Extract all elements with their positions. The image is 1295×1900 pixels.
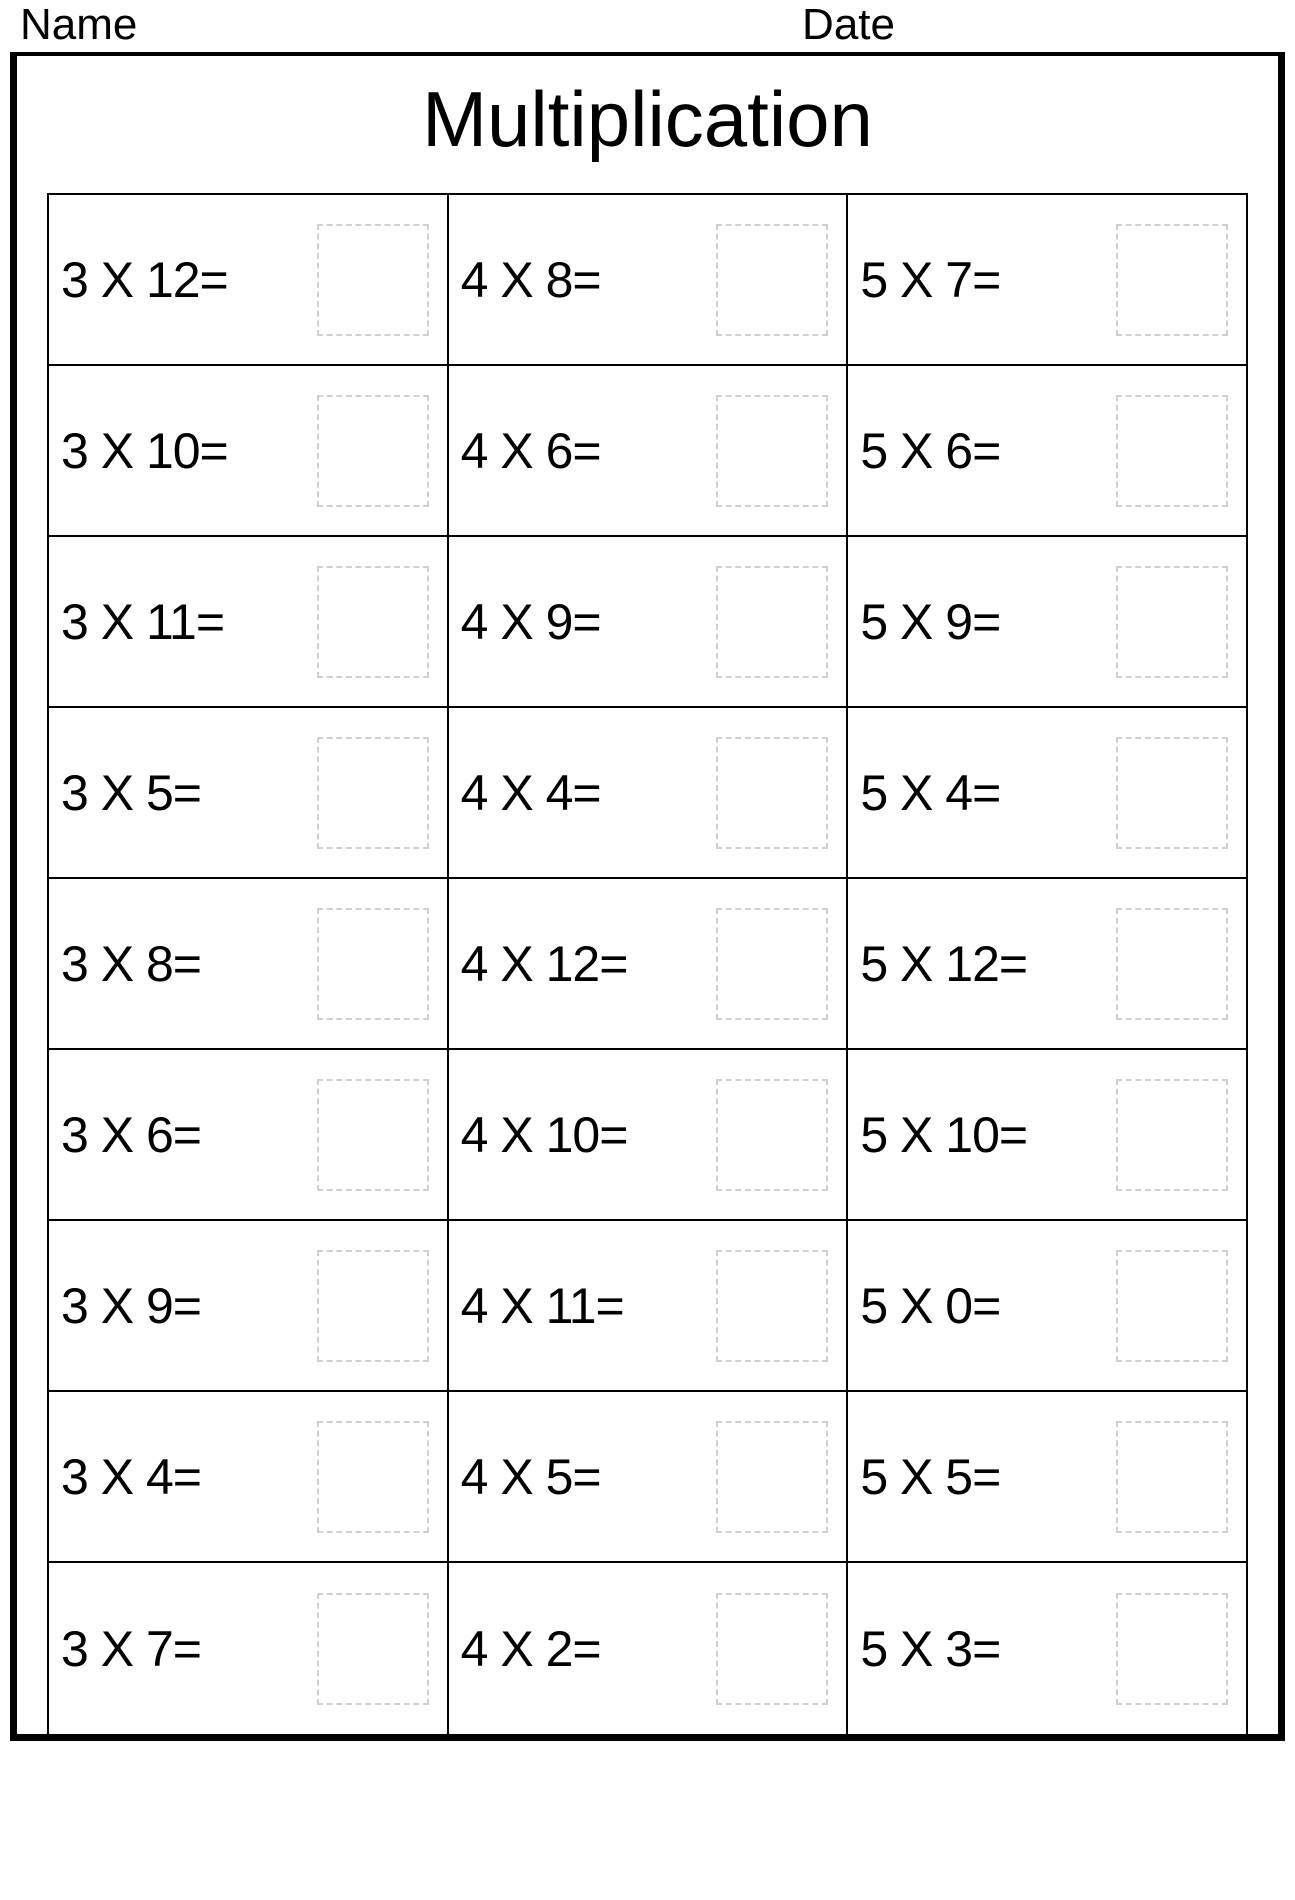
problem-cell: 5 X 9= (848, 537, 1248, 708)
answer-box[interactable] (716, 1593, 828, 1705)
problem-cell: 4 X 6= (449, 366, 849, 537)
answer-box[interactable] (1116, 566, 1228, 678)
problem-cell: 5 X 12= (848, 879, 1248, 1050)
answer-box[interactable] (1116, 737, 1228, 849)
problem-text: 5 X 3= (860, 1620, 1000, 1678)
problem-text: 4 X 11= (461, 1277, 624, 1335)
problem-text: 5 X 4= (860, 764, 1000, 822)
answer-box[interactable] (1116, 1593, 1228, 1705)
problem-text: 4 X 9= (461, 593, 601, 651)
answer-box[interactable] (317, 1079, 429, 1191)
problem-text: 4 X 4= (461, 764, 601, 822)
problem-text: 5 X 10= (860, 1106, 1027, 1164)
problem-cell: 5 X 4= (848, 708, 1248, 879)
problem-cell: 3 X 7= (49, 1563, 449, 1734)
answer-box[interactable] (317, 908, 429, 1020)
problem-text: 3 X 8= (61, 935, 201, 993)
worksheet-title: Multiplication (47, 74, 1248, 165)
answer-box[interactable] (317, 1421, 429, 1533)
problem-text: 4 X 6= (461, 422, 601, 480)
problem-text: 3 X 5= (61, 764, 201, 822)
answer-box[interactable] (317, 566, 429, 678)
problem-cell: 4 X 10= (449, 1050, 849, 1221)
answer-box[interactable] (317, 224, 429, 336)
answer-box[interactable] (1116, 1421, 1228, 1533)
answer-box[interactable] (716, 1421, 828, 1533)
problem-cell: 5 X 5= (848, 1392, 1248, 1563)
problem-cell: 5 X 0= (848, 1221, 1248, 1392)
date-label: Date (802, 0, 1275, 50)
answer-box[interactable] (716, 1079, 828, 1191)
problem-cell: 4 X 5= (449, 1392, 849, 1563)
problem-cell: 4 X 8= (449, 195, 849, 366)
problem-text: 5 X 9= (860, 593, 1000, 651)
problem-cell: 3 X 4= (49, 1392, 449, 1563)
problem-text: 5 X 12= (860, 935, 1027, 993)
problem-text: 4 X 2= (461, 1620, 601, 1678)
problem-text: 5 X 0= (860, 1277, 1000, 1335)
problem-text: 4 X 10= (461, 1106, 628, 1164)
problem-cell: 5 X 3= (848, 1563, 1248, 1734)
answer-box[interactable] (1116, 1079, 1228, 1191)
problem-text: 3 X 11= (61, 593, 224, 651)
problem-cell: 3 X 9= (49, 1221, 449, 1392)
problem-cell: 3 X 6= (49, 1050, 449, 1221)
problem-cell: 4 X 4= (449, 708, 849, 879)
answer-box[interactable] (716, 224, 828, 336)
answer-box[interactable] (716, 1250, 828, 1362)
answer-box[interactable] (716, 395, 828, 507)
problem-text: 5 X 5= (860, 1448, 1000, 1506)
answer-box[interactable] (1116, 908, 1228, 1020)
answer-box[interactable] (716, 908, 828, 1020)
problem-cell: 3 X 8= (49, 879, 449, 1050)
answer-box[interactable] (1116, 224, 1228, 336)
problem-text: 4 X 12= (461, 935, 628, 993)
problem-cell: 3 X 12= (49, 195, 449, 366)
answer-box[interactable] (317, 1593, 429, 1705)
answer-box[interactable] (317, 737, 429, 849)
problem-text: 3 X 7= (61, 1620, 201, 1678)
problem-cell: 5 X 7= (848, 195, 1248, 366)
problem-cell: 5 X 6= (848, 366, 1248, 537)
problem-cell: 4 X 12= (449, 879, 849, 1050)
answer-box[interactable] (716, 737, 828, 849)
answer-box[interactable] (1116, 1250, 1228, 1362)
problem-cell: 4 X 11= (449, 1221, 849, 1392)
header-row: Name Date (10, 0, 1285, 56)
worksheet-frame: Multiplication 3 X 12= 4 X 8= 5 X 7= 3 X 10… (10, 56, 1285, 1741)
problem-text: 4 X 5= (461, 1448, 601, 1506)
problem-cell: 4 X 9= (449, 537, 849, 708)
problem-text: 3 X 6= (61, 1106, 201, 1164)
problem-text: 4 X 8= (461, 251, 601, 309)
answer-box[interactable] (716, 566, 828, 678)
problems-grid: 3 X 12= 4 X 8= 5 X 7= 3 X 10= 4 X 6= 5 X 6= 3 … (47, 193, 1248, 1734)
problem-text: 3 X 9= (61, 1277, 201, 1335)
problem-cell: 5 X 10= (848, 1050, 1248, 1221)
name-label: Name (20, 0, 137, 50)
answer-box[interactable] (317, 395, 429, 507)
problem-cell: 3 X 11= (49, 537, 449, 708)
problem-text: 3 X 4= (61, 1448, 201, 1506)
problem-text: 3 X 12= (61, 251, 228, 309)
problem-cell: 3 X 5= (49, 708, 449, 879)
problem-cell: 4 X 2= (449, 1563, 849, 1734)
problem-text: 3 X 10= (61, 422, 228, 480)
problem-text: 5 X 6= (860, 422, 1000, 480)
problem-cell: 3 X 10= (49, 366, 449, 537)
answer-box[interactable] (317, 1250, 429, 1362)
answer-box[interactable] (1116, 395, 1228, 507)
problem-text: 5 X 7= (860, 251, 1000, 309)
